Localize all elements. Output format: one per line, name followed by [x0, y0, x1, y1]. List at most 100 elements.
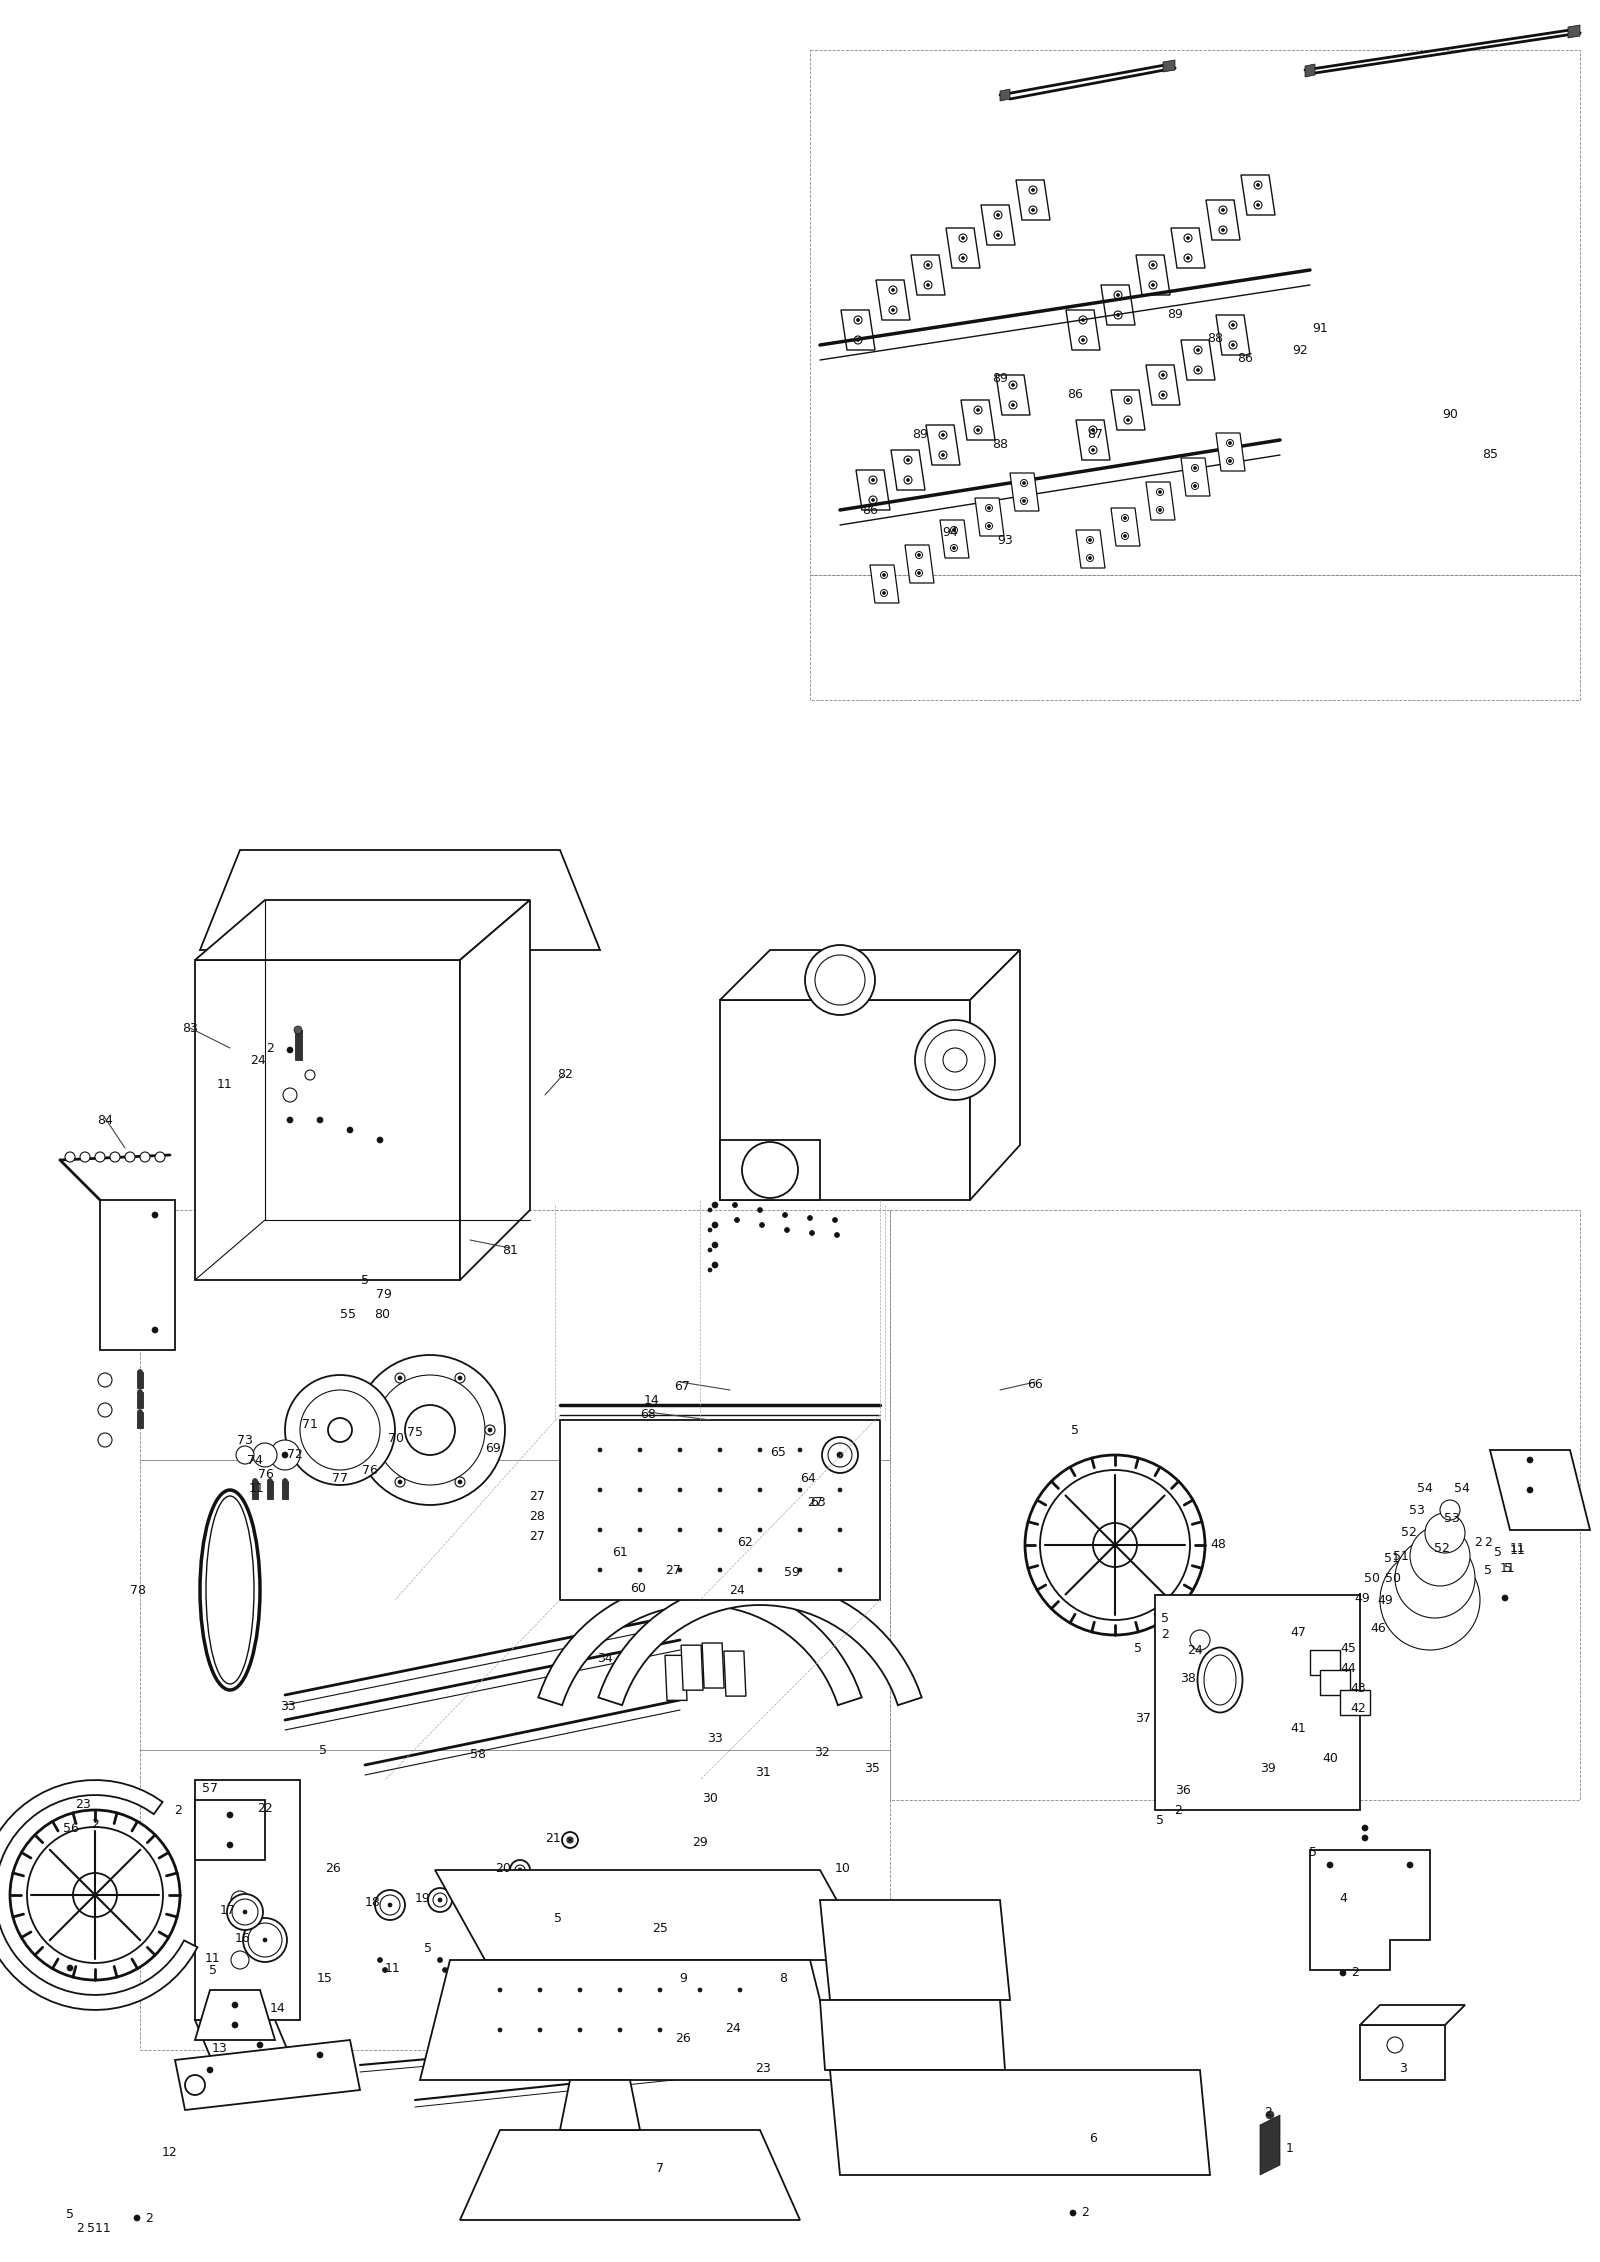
- Circle shape: [243, 1909, 246, 1914]
- Polygon shape: [99, 1201, 174, 1350]
- Circle shape: [707, 1228, 712, 1233]
- Polygon shape: [1000, 88, 1010, 102]
- Circle shape: [1091, 448, 1094, 452]
- Text: 38: 38: [1181, 1672, 1195, 1685]
- Circle shape: [904, 475, 912, 484]
- Polygon shape: [962, 400, 995, 441]
- Polygon shape: [1306, 63, 1315, 77]
- Polygon shape: [970, 950, 1021, 1201]
- Circle shape: [243, 1918, 286, 1961]
- Polygon shape: [981, 206, 1014, 244]
- Circle shape: [597, 1939, 603, 1943]
- Circle shape: [832, 1217, 837, 1221]
- Circle shape: [734, 1217, 739, 1221]
- Circle shape: [538, 1988, 542, 1993]
- Circle shape: [1192, 464, 1198, 470]
- Circle shape: [454, 1373, 466, 1382]
- Circle shape: [568, 1839, 573, 1841]
- Circle shape: [1254, 181, 1262, 190]
- Circle shape: [566, 1837, 573, 1844]
- Circle shape: [381, 1896, 400, 1916]
- Text: 44: 44: [1341, 1663, 1355, 1674]
- Text: 22: 22: [258, 1801, 274, 1814]
- Circle shape: [638, 1488, 642, 1493]
- Text: 94: 94: [942, 527, 958, 541]
- Polygon shape: [1101, 285, 1134, 326]
- Text: 66: 66: [1027, 1378, 1043, 1391]
- Text: 89: 89: [1166, 308, 1182, 321]
- Circle shape: [618, 2029, 622, 2031]
- Circle shape: [883, 575, 885, 577]
- Text: 11: 11: [1501, 1561, 1515, 1574]
- Text: 83: 83: [182, 1022, 198, 1034]
- Circle shape: [1232, 344, 1235, 346]
- Polygon shape: [1075, 529, 1106, 568]
- Circle shape: [398, 1479, 402, 1484]
- Text: 5: 5: [1155, 1814, 1165, 1825]
- Circle shape: [1219, 226, 1227, 233]
- Circle shape: [1158, 509, 1162, 511]
- Text: 30: 30: [702, 1792, 718, 1805]
- Circle shape: [974, 405, 982, 414]
- Text: 14: 14: [645, 1393, 659, 1407]
- Circle shape: [925, 280, 931, 290]
- Circle shape: [838, 1448, 842, 1452]
- Text: 2: 2: [174, 1803, 182, 1816]
- Circle shape: [939, 432, 947, 439]
- Polygon shape: [1155, 1595, 1360, 1810]
- Circle shape: [1232, 323, 1235, 326]
- Text: 7: 7: [656, 2162, 664, 2174]
- Text: 5: 5: [362, 1274, 370, 1287]
- Circle shape: [443, 1968, 448, 1972]
- Circle shape: [1256, 204, 1259, 206]
- Text: 90: 90: [1442, 409, 1458, 421]
- Text: 23: 23: [755, 2061, 771, 2074]
- Circle shape: [498, 2029, 502, 2031]
- Text: 77: 77: [333, 1473, 349, 1484]
- Circle shape: [915, 570, 923, 577]
- Text: 28: 28: [530, 1511, 546, 1525]
- Text: 17: 17: [221, 1905, 235, 1916]
- Circle shape: [890, 305, 898, 314]
- Polygon shape: [974, 498, 1005, 536]
- Circle shape: [643, 1943, 648, 1948]
- Circle shape: [1117, 294, 1120, 296]
- Text: 5: 5: [1309, 1846, 1317, 1859]
- Circle shape: [1194, 346, 1202, 353]
- Text: 8: 8: [779, 1972, 787, 1984]
- Polygon shape: [941, 520, 970, 559]
- Text: 56: 56: [62, 1821, 78, 1834]
- Circle shape: [1190, 1631, 1210, 1649]
- Circle shape: [712, 1242, 718, 1249]
- Circle shape: [950, 527, 957, 534]
- Circle shape: [437, 1957, 443, 1963]
- Circle shape: [856, 319, 859, 321]
- Text: 5: 5: [1070, 1423, 1078, 1436]
- Circle shape: [562, 1832, 578, 1848]
- Text: 54: 54: [1418, 1482, 1434, 1495]
- Circle shape: [1219, 206, 1227, 215]
- Text: 5: 5: [66, 2208, 74, 2221]
- Circle shape: [618, 1988, 622, 1993]
- Polygon shape: [995, 375, 1030, 414]
- Polygon shape: [666, 1656, 686, 1701]
- Polygon shape: [294, 1029, 302, 1061]
- Circle shape: [1526, 1457, 1533, 1464]
- Circle shape: [907, 480, 909, 482]
- Text: 21: 21: [546, 1832, 562, 1844]
- Polygon shape: [720, 1140, 819, 1201]
- Polygon shape: [1360, 2004, 1466, 2024]
- Text: 86: 86: [1237, 351, 1253, 364]
- Circle shape: [387, 1902, 392, 1907]
- Polygon shape: [1075, 421, 1110, 459]
- Text: 11: 11: [250, 1482, 266, 1495]
- Circle shape: [227, 1812, 234, 1819]
- Circle shape: [829, 1443, 851, 1468]
- Circle shape: [1082, 339, 1085, 342]
- Text: 5: 5: [210, 1963, 218, 1977]
- Circle shape: [27, 1828, 163, 1963]
- Text: 5: 5: [424, 1941, 432, 1954]
- Circle shape: [286, 1117, 293, 1122]
- Circle shape: [1086, 536, 1093, 543]
- Circle shape: [152, 1212, 158, 1217]
